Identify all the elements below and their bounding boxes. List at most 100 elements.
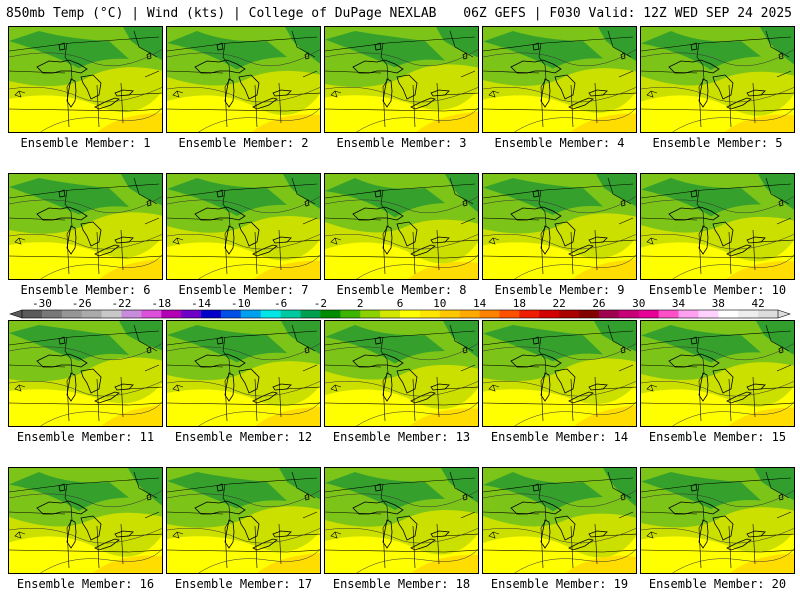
colorbar-swatch (320, 310, 341, 318)
colorbar-tick-label: 26 (592, 297, 605, 310)
ensemble-member-label: Ensemble Member: 2 (178, 136, 309, 150)
ensemble-member-label: Ensemble Member: 5 (652, 136, 783, 150)
ensemble-map-panel (482, 467, 637, 574)
temperature-colorbar: -30 -26 -22 -18 -14 -10 -6 -2 2 6 10 14 18 22 26 30 34 38… (9, 297, 791, 319)
temperature-field-map (325, 27, 478, 132)
colorbar-tick-label: 18 (513, 297, 526, 310)
colorbar-tick-label: -30 (32, 297, 52, 310)
temperature-field-map (483, 27, 636, 132)
colorbar-swatch (260, 310, 282, 318)
colorbar-swatch (439, 310, 461, 318)
ensemble-map-panel (640, 320, 795, 427)
colorbar-swatch (380, 310, 401, 318)
colorbar-tick-label: 10 (433, 297, 446, 310)
colorbar-swatch (300, 310, 321, 318)
colorbar-tick-label: -2 (314, 297, 327, 310)
colorbar-right-arrow (777, 309, 791, 319)
ensemble-member-label: Ensemble Member: 1 (20, 136, 151, 150)
temperature-field-map (641, 468, 794, 573)
ensemble-map-panel (166, 173, 321, 280)
ensemble-map-panel (482, 26, 637, 133)
colorbar-tick-label: 2 (357, 297, 364, 310)
colorbar-swatch (340, 310, 361, 318)
colorbar-swatch (519, 310, 540, 318)
ensemble-map-panel (324, 320, 479, 427)
ensemble-map-panel (166, 320, 321, 427)
colorbar-tick-label: -26 (72, 297, 92, 310)
colorbar-swatch (579, 310, 600, 318)
colorbar-swatch (400, 310, 421, 318)
colorbar-tick-label: -18 (151, 297, 171, 310)
colorbar-tick-label: 22 (553, 297, 566, 310)
chart-title: 850mb Temp (°C) | Wind (kts) | College o… (6, 6, 437, 21)
colorbar-swatch (658, 310, 679, 318)
colorbar-tick-label: -6 (274, 297, 287, 310)
temperature-field-map (9, 174, 162, 279)
ensemble-map-panel (324, 173, 479, 280)
ensemble-member-label: Ensemble Member: 16 (16, 577, 155, 591)
colorbar-swatch (618, 310, 640, 318)
colorbar-tick-label: 30 (632, 297, 645, 310)
colorbar-swatch (240, 310, 262, 318)
temperature-field-map (641, 27, 794, 132)
colorbar-tick-label: 6 (397, 297, 404, 310)
colorbar-swatch (280, 310, 301, 318)
colorbar-swatch (181, 310, 202, 318)
ensemble-map-panel (640, 467, 795, 574)
colorbar-swatch (718, 310, 739, 318)
ensemble-member-label: Ensemble Member: 4 (494, 136, 625, 150)
colorbar-tick-label: -22 (112, 297, 132, 310)
colorbar-tick-label: -14 (191, 297, 211, 310)
colorbar-swatch (81, 310, 102, 318)
colorbar-swatch (41, 310, 63, 318)
ensemble-member-label: Ensemble Member: 12 (174, 430, 313, 444)
valid-time-label: 06Z GEFS | F030 Valid: 12Z WED SEP 24 20… (463, 6, 792, 21)
ensemble-member-label: Ensemble Member: 10 (648, 283, 787, 297)
colorbar-swatch (220, 310, 242, 318)
colorbar-swatch (678, 310, 699, 318)
ensemble-map-panel (482, 173, 637, 280)
colorbar-swatch (459, 310, 480, 318)
colorbar-tick-label: -10 (231, 297, 251, 310)
temperature-field-map (167, 468, 320, 573)
ensemble-member-label: Ensemble Member: 17 (174, 577, 313, 591)
ensemble-member-label: Ensemble Member: 11 (16, 430, 155, 444)
temperature-field-map (641, 174, 794, 279)
ensemble-map-panel (166, 26, 321, 133)
temperature-field-map (483, 174, 636, 279)
ensemble-member-label: Ensemble Member: 9 (494, 283, 625, 297)
ensemble-map-panel (8, 26, 163, 133)
colorbar-swatch (22, 310, 43, 318)
colorbar-swatch (698, 310, 719, 318)
temperature-field-map (167, 174, 320, 279)
colorbar-swatch (738, 310, 759, 318)
colorbar-swatch (598, 310, 620, 318)
colorbar-swatch (758, 310, 779, 318)
colorbar-swatch (161, 310, 182, 318)
colorbar-tick-label: 14 (473, 297, 487, 310)
ensemble-map-panel (8, 173, 163, 280)
colorbar-swatch (499, 310, 520, 318)
ensemble-map-panel (8, 467, 163, 574)
colorbar-swatch (419, 310, 441, 318)
temperature-field-map (167, 321, 320, 426)
ensemble-member-label: Ensemble Member: 8 (336, 283, 467, 297)
ensemble-member-label: Ensemble Member: 14 (490, 430, 629, 444)
colorbar-left-arrow (9, 309, 23, 319)
ensemble-map-panel (166, 467, 321, 574)
colorbar-swatch (539, 310, 560, 318)
temperature-field-map (325, 321, 478, 426)
ensemble-map-panel (324, 467, 479, 574)
ensemble-member-label: Ensemble Member: 3 (336, 136, 467, 150)
colorbar-swatch (638, 310, 660, 318)
colorbar-swatch (101, 310, 122, 318)
ensemble-map-panel (640, 173, 795, 280)
temperature-field-map (9, 27, 162, 132)
ensemble-map-panel (482, 320, 637, 427)
temperature-field-map (483, 468, 636, 573)
temperature-field-map (325, 174, 478, 279)
ensemble-member-label: Ensemble Member: 18 (332, 577, 471, 591)
ensemble-member-label: Ensemble Member: 15 (648, 430, 787, 444)
colorbar-tick-label: 42 (751, 297, 764, 310)
colorbar-swatch (479, 310, 500, 318)
